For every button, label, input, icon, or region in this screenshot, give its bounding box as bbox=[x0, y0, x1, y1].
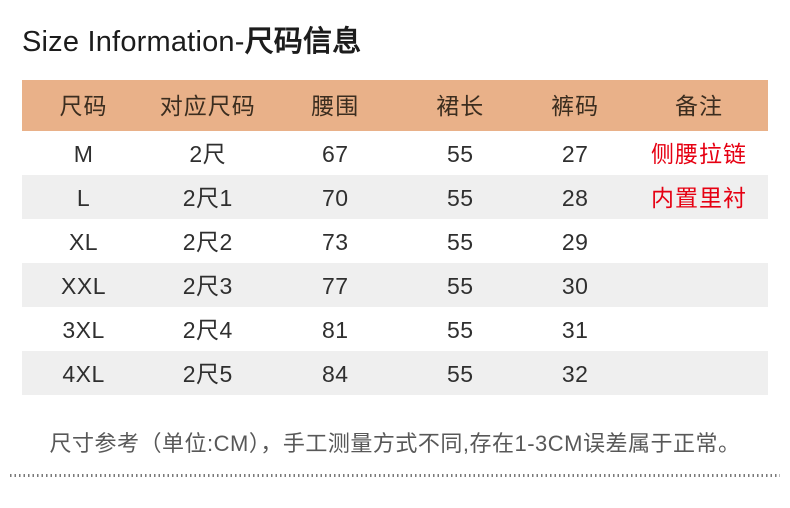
cell-remark bbox=[630, 284, 768, 286]
page-title-english: Size Information- bbox=[22, 26, 245, 58]
cell-pants-size: 27 bbox=[561, 140, 589, 167]
header-cell-remarks: 备注 bbox=[674, 93, 723, 119]
cell-waist: 84 bbox=[321, 360, 349, 387]
header-cell-pants-size: 裤码 bbox=[551, 93, 600, 119]
cell-pants-size: 32 bbox=[561, 360, 589, 387]
cell-size: 4XL bbox=[62, 360, 105, 387]
size-table: 尺码 对应尺码 腰围 裙长 裤码 备注 M 2尺 67 55 27 侧腰拉链 L… bbox=[22, 80, 768, 395]
cell-remark bbox=[630, 372, 768, 374]
page-title: Size Information-尺码信息 bbox=[22, 18, 361, 60]
cell-size: L bbox=[76, 184, 91, 211]
table-row-l: L 2尺1 70 55 28 内置里衬 bbox=[22, 175, 768, 219]
cell-chinese-size: 2尺 bbox=[189, 140, 227, 167]
measurement-tolerance-note: 尺寸参考（单位:CM），手工测量方式不同,存在1-3CM误差属于正常。 bbox=[49, 431, 741, 456]
cell-remark: 内置里衬 bbox=[650, 184, 747, 211]
table-row-xxl: XXL 2尺3 77 55 30 bbox=[22, 263, 768, 307]
cell-chinese-size: 2尺4 bbox=[182, 316, 233, 343]
cell-skirt-length: 55 bbox=[446, 140, 474, 167]
header-cell-waist: 腰围 bbox=[311, 93, 360, 119]
cell-skirt-length: 55 bbox=[446, 228, 474, 255]
table-row-xl: XL 2尺2 73 55 29 bbox=[22, 219, 768, 263]
header-cell-chinese-size: 对应尺码 bbox=[159, 93, 256, 119]
cell-waist: 67 bbox=[321, 140, 349, 167]
cell-chinese-size: 2尺1 bbox=[182, 184, 233, 211]
cell-skirt-length: 55 bbox=[446, 360, 474, 387]
cell-pants-size: 29 bbox=[561, 228, 589, 255]
cell-remark bbox=[630, 328, 768, 330]
cell-chinese-size: 2尺5 bbox=[182, 360, 233, 387]
cell-chinese-size: 2尺2 bbox=[182, 228, 233, 255]
cell-waist: 70 bbox=[321, 184, 349, 211]
cell-size: XXL bbox=[61, 272, 107, 299]
cell-pants-size: 28 bbox=[561, 184, 589, 211]
cell-size: XL bbox=[68, 228, 99, 255]
table-row-3xl: 3XL 2尺4 81 55 31 bbox=[22, 307, 768, 351]
cell-waist: 77 bbox=[321, 272, 349, 299]
cell-waist: 73 bbox=[321, 228, 349, 255]
cell-remark bbox=[630, 240, 768, 242]
dotted-divider bbox=[10, 474, 780, 477]
cell-skirt-length: 55 bbox=[446, 316, 474, 343]
cell-remark: 侧腰拉链 bbox=[650, 140, 747, 167]
table-row-4xl: 4XL 2尺5 84 55 32 bbox=[22, 351, 768, 395]
cell-size: M bbox=[73, 140, 94, 167]
cell-size: 3XL bbox=[62, 316, 105, 343]
cell-skirt-length: 55 bbox=[446, 272, 474, 299]
table-row-m: M 2尺 67 55 27 侧腰拉链 bbox=[22, 131, 768, 175]
table-header-row: 尺码 对应尺码 腰围 裙长 裤码 备注 bbox=[22, 80, 768, 131]
cell-waist: 81 bbox=[321, 316, 349, 343]
header-cell-size: 尺码 bbox=[59, 93, 108, 119]
cell-pants-size: 30 bbox=[561, 272, 589, 299]
page-title-chinese: 尺码信息 bbox=[244, 26, 362, 58]
cell-chinese-size: 2尺3 bbox=[182, 272, 233, 299]
header-cell-skirt-length: 裙长 bbox=[436, 93, 485, 119]
cell-skirt-length: 55 bbox=[446, 184, 474, 211]
cell-pants-size: 31 bbox=[561, 316, 589, 343]
